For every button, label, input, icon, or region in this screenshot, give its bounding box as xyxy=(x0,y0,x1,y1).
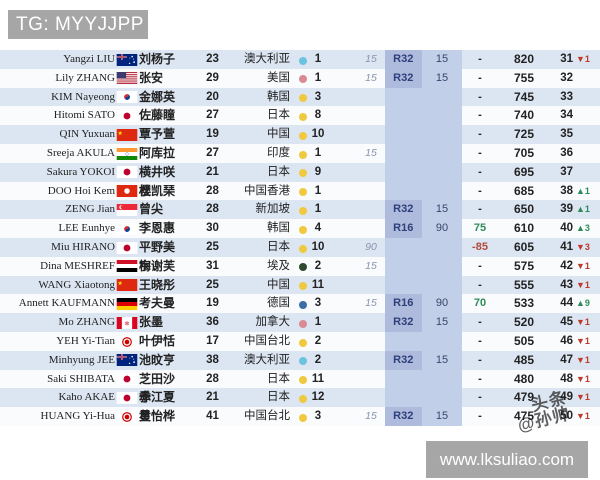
svg-text:❄: ❄ xyxy=(124,320,129,327)
